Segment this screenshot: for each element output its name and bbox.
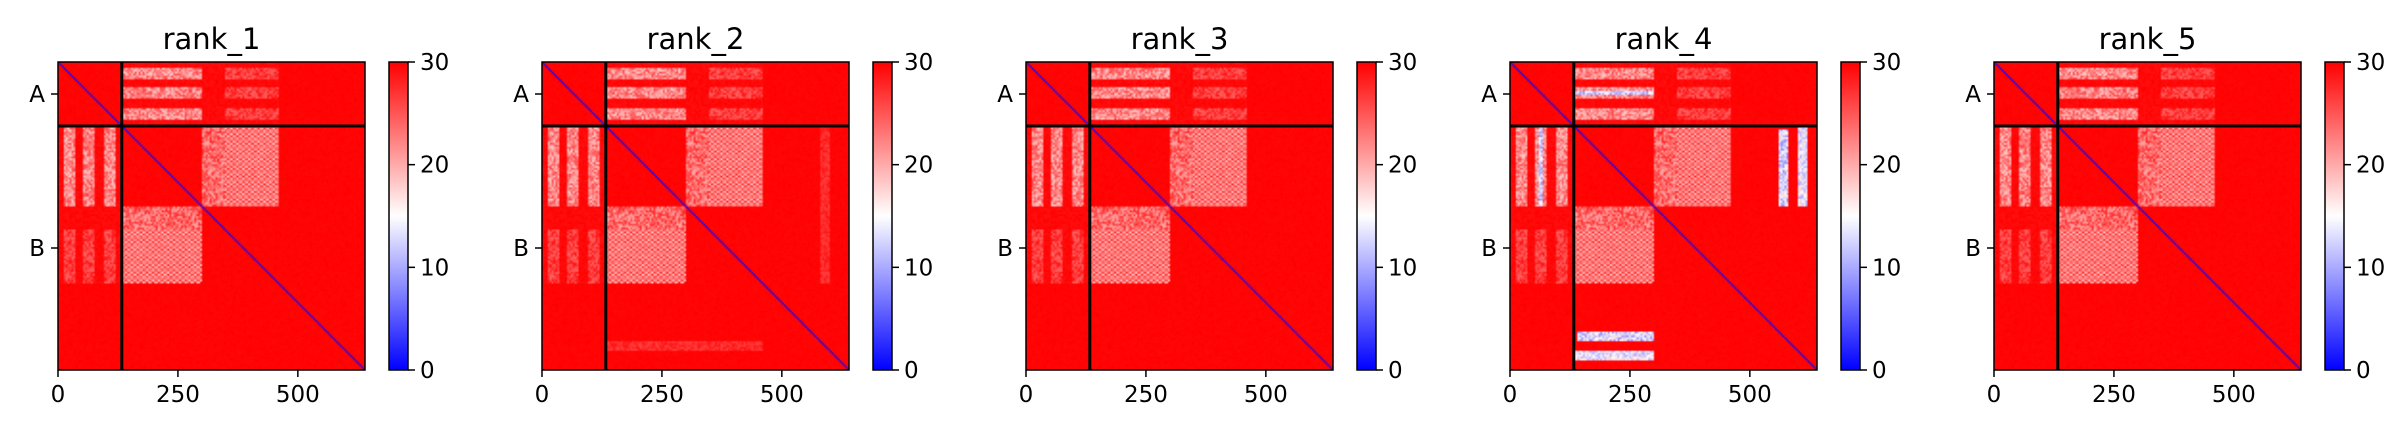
- heatmap-frame: [1509, 61, 1818, 371]
- chain-label-A: A: [997, 82, 1013, 108]
- heatmap-frame: [541, 61, 850, 371]
- colorbar-tick-label: 0: [1388, 358, 1403, 384]
- x-tick-label: 0: [1987, 382, 2002, 408]
- x-tick-label: 250: [1608, 382, 1652, 408]
- colorbar-tick-label: 30: [2356, 50, 2385, 76]
- heatmap-frame: [57, 61, 366, 371]
- x-tick-label: 500: [760, 382, 804, 408]
- colorbar-tick-label: 30: [904, 50, 933, 76]
- x-tick-label: 0: [1503, 382, 1518, 408]
- x-tick-label: 0: [1019, 382, 1034, 408]
- colorbar-tick-label: 20: [2356, 153, 2385, 179]
- panel-title: rank_3: [1131, 22, 1229, 56]
- colorbar-tick-label: 30: [420, 50, 449, 76]
- chain-label-B: B: [1481, 236, 1497, 262]
- colorbar: [872, 61, 893, 371]
- heatmap-image: [542, 62, 849, 370]
- panel-title: rank_1: [163, 22, 261, 56]
- panel-rank_3: rank_3 0 250 500 A B 0 10 20 30: [997, 22, 1417, 408]
- colorbar-tick-label: 30: [1872, 50, 1901, 76]
- panel-title: rank_5: [2099, 22, 2197, 56]
- colorbar-tick-label: 30: [1388, 50, 1417, 76]
- panel-rank_1: rank_1 0 250 500 A B 0 10 20 30: [29, 22, 449, 408]
- colorbar-tick-label: 10: [1388, 255, 1417, 281]
- colorbar: [388, 61, 409, 371]
- x-tick-label: 250: [156, 382, 200, 408]
- colorbar-tick-label: 20: [1388, 153, 1417, 179]
- panel-rank_5: rank_5 0 250 500 A B 0 10 20 30: [1965, 22, 2385, 408]
- heatmap-image: [1026, 62, 1333, 370]
- chain-label-A: A: [513, 82, 529, 108]
- heatmap-frame: [1025, 61, 1334, 371]
- heatmap-image: [58, 62, 365, 370]
- x-tick-label: 500: [1244, 382, 1288, 408]
- chain-label-A: A: [1481, 82, 1497, 108]
- chain-label-B: B: [997, 236, 1013, 262]
- panel-title: rank_4: [1615, 22, 1713, 56]
- chain-label-B: B: [29, 236, 45, 262]
- colorbar-tick-label: 0: [904, 358, 919, 384]
- colorbar-tick-label: 0: [1872, 358, 1887, 384]
- colorbar-tick-label: 20: [420, 153, 449, 179]
- heatmap-image: [1994, 62, 2301, 370]
- colorbar-tick-label: 10: [420, 255, 449, 281]
- x-tick-label: 0: [535, 382, 550, 408]
- panel-title: rank_2: [647, 22, 745, 56]
- colorbar-tick-label: 0: [2356, 358, 2371, 384]
- colorbar-tick-label: 20: [904, 153, 933, 179]
- chain-label-B: B: [1965, 236, 1981, 262]
- chain-label-A: A: [29, 82, 45, 108]
- heatmap-image: [1510, 62, 1817, 370]
- x-tick-label: 0: [51, 382, 66, 408]
- colorbar: [2324, 61, 2345, 371]
- chain-label-A: A: [1965, 82, 1981, 108]
- panel-rank_2: rank_2 0 250 500 A B 0 10 20 30: [513, 22, 933, 408]
- colorbar-tick-label: 10: [904, 255, 933, 281]
- x-tick-label: 500: [1728, 382, 1772, 408]
- colorbar-tick-label: 20: [1872, 153, 1901, 179]
- colorbar-tick-label: 10: [2356, 255, 2385, 281]
- colorbar-tick-label: 10: [1872, 255, 1901, 281]
- x-tick-label: 500: [2212, 382, 2256, 408]
- colorbar-tick-label: 0: [420, 358, 435, 384]
- colorbar: [1840, 61, 1861, 371]
- x-tick-label: 250: [1124, 382, 1168, 408]
- x-tick-label: 500: [276, 382, 320, 408]
- panel-rank_4: rank_4 0 250 500 A B 0 10 20 30: [1481, 22, 1901, 408]
- chain-label-B: B: [513, 236, 529, 262]
- heatmap-frame: [1993, 61, 2302, 371]
- colorbar: [1356, 61, 1377, 371]
- x-tick-label: 250: [2092, 382, 2136, 408]
- x-tick-label: 250: [640, 382, 684, 408]
